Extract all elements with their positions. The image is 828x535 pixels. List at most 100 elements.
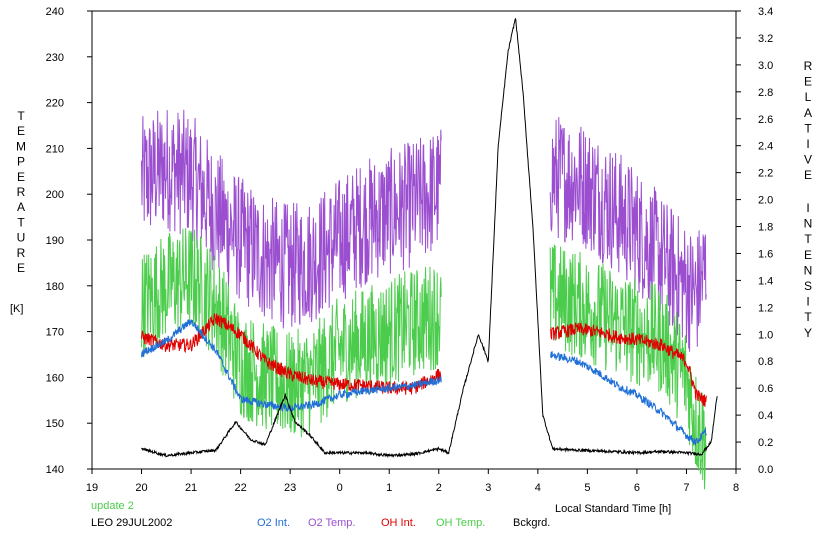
y-left-tick-label: 160 <box>46 372 64 384</box>
legend-entry: Bckgrd. <box>513 517 550 529</box>
y-right-tick-label: 2.8 <box>758 87 773 99</box>
x-tick-label: 0 <box>337 482 343 494</box>
y-right-axis: 0.0 0.2 0.4 0.6 0.8 1.0 1.2 1.4 1.6 1.8 2.0 2.2 2.4 2… <box>736 6 773 476</box>
series-line <box>141 318 442 413</box>
y-right-label-letter: E <box>804 168 812 182</box>
series-oh-int <box>141 313 707 407</box>
y-right-tick-label: 0.0 <box>758 464 773 476</box>
y-right-tick-label: 3.0 <box>758 60 773 72</box>
y-left-tick-label: 180 <box>46 281 64 293</box>
y-left-tick-label: 140 <box>46 464 64 476</box>
y-right-label-letter: S <box>804 279 812 293</box>
x-tick-label: 20 <box>135 482 147 494</box>
legend-entry: O2 Temp. <box>308 517 356 529</box>
y-right-tick-label: 3.4 <box>758 6 773 18</box>
y-left-label-letter: E <box>17 170 25 184</box>
y-right-label-letter: Y <box>804 326 812 340</box>
y-left-label-letter: A <box>17 200 25 214</box>
legend-entry: OH Int. <box>381 517 416 529</box>
series-line <box>550 351 707 446</box>
series-bckgrd <box>141 17 718 459</box>
y-left-label-letter: R <box>17 185 26 199</box>
y-right-label-letter: E <box>804 248 812 262</box>
y-left-label-letter: P <box>17 155 25 169</box>
series-layer <box>141 17 718 490</box>
y-right-tick-label: 1.0 <box>758 329 773 341</box>
update-annotation: update 2 <box>91 500 134 512</box>
y-left-unit: [K] <box>10 303 23 315</box>
x-tick-label: 2 <box>436 482 442 494</box>
y-left-axis: 140 150 160 170 180 190 200 210 220 230 240 <box>46 6 92 476</box>
y-right-tick-label: 2.0 <box>758 195 773 207</box>
y-right-label-letter: L <box>805 90 812 104</box>
y-right-tick-label: 0.4 <box>758 410 773 422</box>
y-right-tick-label: 2.2 <box>758 168 773 180</box>
y-right-tick-label: 1.8 <box>758 222 773 234</box>
legend: O2 Int. O2 Temp. OH Int. OH Temp. Bckgrd. <box>257 517 550 529</box>
y-right-label-letter: R <box>804 59 813 73</box>
series-line <box>141 17 718 459</box>
series-line <box>141 313 442 396</box>
x-tick-label: 19 <box>86 482 98 494</box>
y-right-tick-label: 0.6 <box>758 383 773 395</box>
x-axis: 19 20 21 22 23 0 1 2 3 4 5 6 7 8 <box>86 469 739 494</box>
y-right-tick-label: 0.2 <box>758 437 773 449</box>
y-left-tick-label: 230 <box>46 52 64 64</box>
y-right-label-letter: I <box>806 137 809 151</box>
legend-entry: O2 Int. <box>257 517 290 529</box>
y-right-label-letter: T <box>804 310 812 324</box>
series-o2-temp <box>141 109 707 352</box>
y-left-label-letter: E <box>17 261 25 275</box>
x-tick-label: 4 <box>535 482 541 494</box>
y-left-label-letter: T <box>17 215 25 229</box>
y-right-label-letter: E <box>804 75 812 89</box>
series-line <box>549 322 707 407</box>
y-left-tick-label: 150 <box>46 418 64 430</box>
series-line <box>549 117 707 352</box>
y-right-label-letter: A <box>804 106 812 120</box>
y-left-tick-label: 240 <box>46 6 64 18</box>
y-left-label-letter: U <box>17 231 26 245</box>
x-tick-label: 23 <box>284 482 296 494</box>
y-right-tick-label: 1.4 <box>758 275 773 287</box>
station-date-annotation: LEO 29JUL2002 <box>91 517 172 529</box>
y-left-label-letter: E <box>17 124 25 138</box>
series-o2-int <box>141 318 707 446</box>
x-tick-label: 22 <box>234 482 246 494</box>
y-right-tick-label: 1.6 <box>758 248 773 260</box>
x-tick-label: 6 <box>634 482 640 494</box>
x-tick-label: 5 <box>584 482 590 494</box>
y-right-label-letter: V <box>804 153 812 167</box>
y-left-tick-label: 220 <box>46 98 64 110</box>
y-right-label-letter: I <box>806 201 809 215</box>
x-tick-label: 7 <box>683 482 689 494</box>
y-left-label-letter: R <box>17 246 26 260</box>
x-tick-label: 3 <box>485 482 491 494</box>
series-line <box>141 228 442 438</box>
x-tick-label: 21 <box>185 482 197 494</box>
y-right-label-letter: T <box>804 121 812 135</box>
y-left-tick-label: 200 <box>46 189 64 201</box>
y-left-tick-label: 190 <box>46 235 64 247</box>
y-right-tick-label: 1.2 <box>758 302 773 314</box>
y-left-label-letter: T <box>17 109 25 123</box>
y-right-label-letter: I <box>806 295 809 309</box>
x-tick-label: 8 <box>733 482 739 494</box>
y-left-label-letter: M <box>16 139 26 153</box>
series-oh-temp <box>141 228 707 490</box>
y-left-tick-label: 170 <box>46 327 64 339</box>
legend-entry: OH Temp. <box>436 517 485 529</box>
series-line <box>141 109 442 329</box>
y-right-tick-label: 2.4 <box>758 141 773 153</box>
y-right-tick-label: 0.8 <box>758 356 773 368</box>
y-right-label-letter: N <box>804 263 813 277</box>
x-tick-label: 1 <box>386 482 392 494</box>
x-axis-label: Local Standard Time [h] <box>555 503 671 515</box>
y-left-tick-label: 210 <box>46 143 64 155</box>
y-right-tick-label: 3.2 <box>758 33 773 45</box>
y-right-tick-label: 2.6 <box>758 114 773 126</box>
y-right-label-letter: T <box>804 232 812 246</box>
